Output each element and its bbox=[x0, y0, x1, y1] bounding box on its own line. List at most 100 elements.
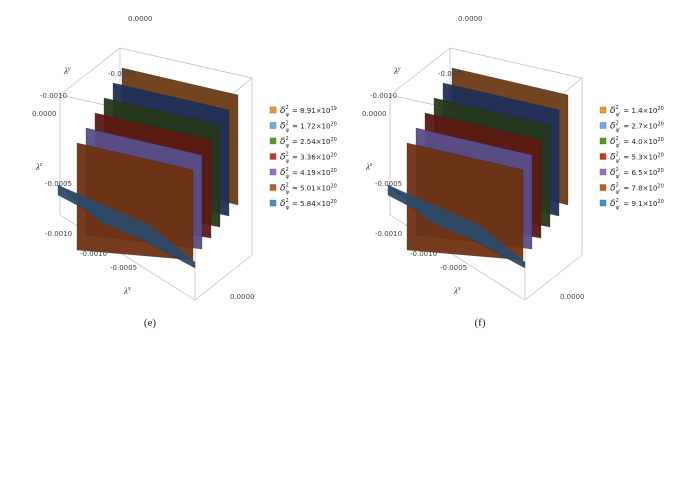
legend-eq: = 6.5×10 bbox=[623, 169, 657, 177]
tick-label: -0.0005 bbox=[375, 180, 402, 188]
legend-sub: ψ' bbox=[616, 190, 621, 196]
legend-eq: = 5.84×10 bbox=[292, 200, 330, 208]
axis-sup: y bbox=[67, 66, 71, 72]
legend-label: δ2 ψ = 4.19×1020 bbox=[280, 167, 337, 180]
tick-label: -0.0010 bbox=[375, 230, 402, 238]
legend-sup: 2 bbox=[616, 136, 619, 142]
plane bbox=[406, 142, 524, 261]
legend-label: δ2 ψ = 8.91×1019 bbox=[280, 105, 337, 118]
legend-symbol: δ bbox=[280, 137, 286, 147]
tick-label: -0.0010 bbox=[40, 92, 67, 100]
legend-symbol: δ bbox=[280, 199, 286, 209]
legend-swatch bbox=[269, 199, 277, 207]
axis-label: λz bbox=[35, 162, 43, 172]
tick-label: -0.0005 bbox=[438, 70, 465, 78]
legend-swatch bbox=[599, 153, 607, 160]
legend-swatch bbox=[269, 106, 277, 114]
legend-exp: 20 bbox=[657, 122, 663, 128]
legend-eq: = 8.91×10 bbox=[292, 107, 330, 115]
legend-sub: ψ bbox=[286, 143, 290, 149]
legend-sup: 2 bbox=[616, 105, 619, 111]
legend-symbol: δ bbox=[610, 199, 616, 209]
legend-swatch bbox=[599, 137, 607, 145]
legend-symbol: δ bbox=[280, 168, 286, 178]
axis-sup: x bbox=[127, 286, 131, 292]
box-edge bbox=[389, 47, 451, 96]
legend-label: δ2 ψ' = 2.7×1020 bbox=[610, 121, 664, 134]
legend-swatch bbox=[599, 122, 607, 129]
legend-symbol: δ bbox=[610, 168, 616, 178]
axis-sup: y bbox=[397, 66, 401, 72]
legend-sub: ψ bbox=[286, 205, 290, 211]
legend-eq: = 4.19×10 bbox=[292, 169, 330, 177]
tick-label: -0.0010 bbox=[370, 92, 397, 100]
box-edge bbox=[449, 47, 583, 79]
panel: 0.0000-0.0005-0.00100.0000-0.0005-0.0010… bbox=[32, 15, 337, 329]
legend-swatch bbox=[599, 106, 607, 114]
legend-exp: 20 bbox=[657, 168, 663, 174]
legend-swatch bbox=[269, 168, 277, 176]
axis-symbol: λ bbox=[63, 66, 68, 76]
legend-symbol: δ bbox=[610, 153, 616, 163]
axis-symbol: λ bbox=[365, 162, 370, 172]
legend-exp: 20 bbox=[330, 168, 336, 174]
legend-swatch bbox=[269, 137, 277, 145]
legend-exp: 20 bbox=[657, 153, 663, 159]
legend-exp: 19 bbox=[330, 106, 336, 112]
legend-symbol: δ bbox=[610, 184, 616, 194]
legend-label: δ2 ψ' = 6.5×1020 bbox=[610, 167, 664, 180]
legend-sup: 2 bbox=[286, 183, 289, 189]
plane bbox=[58, 185, 195, 262]
legend-label: δ2 ψ' = 4.0×1020 bbox=[610, 136, 664, 149]
legend-exp: 20 bbox=[330, 184, 336, 190]
legend-eq: = 2.7×10 bbox=[623, 123, 657, 131]
legend-symbol: δ bbox=[280, 122, 286, 132]
legend-sup: 2 bbox=[616, 152, 619, 158]
legend-eq: = 2.54×10 bbox=[292, 138, 330, 146]
legend-label: δ2 ψ = 5.84×1020 bbox=[280, 198, 337, 211]
legend-eq: = 9.1×10 bbox=[623, 200, 657, 208]
legend-eq: = 5.3×10 bbox=[623, 154, 657, 162]
legend-label: δ2 ψ = 3.36×1020 bbox=[280, 152, 337, 165]
axis-symbol: λ bbox=[453, 286, 458, 296]
tick-label: 0.0000 bbox=[362, 110, 387, 118]
tick-label: 0.0000 bbox=[458, 15, 483, 23]
legend-sup: 2 bbox=[616, 121, 619, 127]
legend-label: δ2 ψ' = 5.3×1020 bbox=[610, 152, 664, 165]
tick-label: -0.0010 bbox=[410, 250, 437, 258]
legend-sub: ψ' bbox=[616, 159, 621, 165]
legend-label: δ2 ψ = 1.72×1020 bbox=[280, 121, 337, 134]
legend-sub: ψ' bbox=[616, 174, 621, 180]
legend-sup: 2 bbox=[286, 136, 289, 142]
legend-symbol: δ bbox=[610, 106, 616, 116]
tick-label: 0.0000 bbox=[560, 293, 585, 301]
plane bbox=[76, 142, 194, 261]
caption: (e) bbox=[144, 317, 157, 329]
tick-label: 0.0000 bbox=[32, 110, 57, 118]
legend-sub: ψ' bbox=[616, 143, 621, 149]
legend-symbol: δ bbox=[610, 137, 616, 147]
legend-sub: ψ' bbox=[616, 112, 621, 118]
axis-label: λy bbox=[63, 66, 71, 76]
legend-exp: 20 bbox=[657, 184, 663, 190]
legend-swatch bbox=[599, 199, 607, 207]
legend-eq: = 1.4×10 bbox=[623, 107, 657, 115]
legend-eq: = 4.0×10 bbox=[623, 138, 657, 146]
tick-label: -0.0005 bbox=[110, 264, 137, 272]
axis-symbol: λ bbox=[35, 162, 40, 172]
legend-sup: 2 bbox=[286, 198, 289, 204]
legend-eq: = 7.8×10 bbox=[623, 185, 657, 193]
legend-sup: 2 bbox=[286, 105, 289, 111]
legend-exp: 20 bbox=[330, 153, 336, 159]
tick-label: 0.0000 bbox=[128, 15, 153, 23]
legend-sub: ψ bbox=[286, 190, 290, 196]
legend-sup: 2 bbox=[286, 167, 289, 173]
legend-exp: 20 bbox=[657, 137, 663, 143]
box-edge bbox=[524, 254, 583, 301]
legend-swatch bbox=[269, 122, 277, 129]
axis-label: λz bbox=[365, 162, 373, 172]
legend-label: δ2 ψ = 2.54×1020 bbox=[280, 136, 337, 149]
box-edge bbox=[59, 47, 121, 96]
legend-exp: 20 bbox=[330, 199, 336, 205]
legend-label: δ2 ψ' = 7.8×1020 bbox=[610, 183, 664, 196]
